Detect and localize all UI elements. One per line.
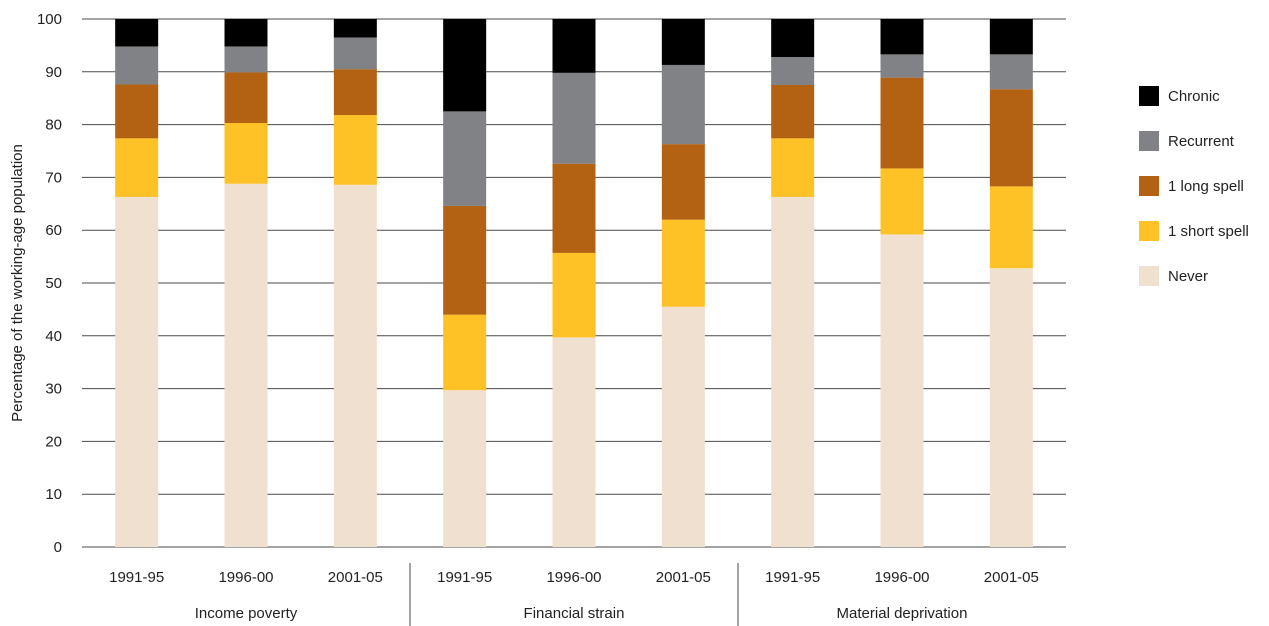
bar-segment <box>661 19 705 65</box>
bar-segment <box>661 219 705 307</box>
legend-label: Chronic <box>1168 88 1220 105</box>
bar-segment <box>552 72 596 164</box>
bar-segment <box>989 268 1033 547</box>
y-tick-label: 0 <box>54 539 62 556</box>
bar-segment <box>771 57 815 85</box>
bar-segment <box>880 234 924 547</box>
x-category-label: 1991-95 <box>437 569 492 586</box>
bar-segment <box>115 196 159 547</box>
group-label: Income poverty <box>195 605 298 622</box>
bar-segment <box>880 77 924 169</box>
bar-segment <box>333 37 377 70</box>
bar-segment <box>661 64 705 145</box>
bar-segment <box>661 144 705 220</box>
x-category-label: 2001-05 <box>984 569 1039 586</box>
legend-swatch <box>1139 176 1159 196</box>
bar-segment <box>333 69 377 116</box>
x-category-label: 2001-05 <box>328 569 383 586</box>
bar-segment <box>443 19 487 112</box>
bar-segment <box>443 205 487 315</box>
bar-segment <box>333 19 377 38</box>
bar-segment <box>224 72 268 124</box>
bar-segment <box>771 85 815 139</box>
bar-segment <box>880 19 924 55</box>
bar-segment <box>552 19 596 73</box>
bar-segment <box>661 306 705 547</box>
bar-segment <box>771 196 815 547</box>
bars <box>115 19 1033 548</box>
legend-swatch <box>1139 86 1159 106</box>
x-category-label: 1996-00 <box>218 569 273 586</box>
bar-segment <box>443 390 487 547</box>
bar-segment <box>333 184 377 548</box>
legend-swatch <box>1139 221 1159 241</box>
y-tick-label: 20 <box>45 433 62 450</box>
legend-label: 1 long spell <box>1168 178 1244 195</box>
x-category-label: 1996-00 <box>874 569 929 586</box>
bar-segment <box>224 183 268 547</box>
legend-swatch <box>1139 266 1159 286</box>
y-tick-label: 80 <box>45 117 62 134</box>
y-tick-label: 30 <box>45 381 62 398</box>
bar-segment <box>115 138 159 197</box>
x-category-label: 1991-95 <box>109 569 164 586</box>
group-label: Material deprivation <box>837 605 968 622</box>
bar-segment <box>552 163 596 253</box>
bar-segment <box>224 123 268 184</box>
y-tick-label: 100 <box>37 11 62 28</box>
bar-segment <box>771 138 815 197</box>
legend-label: Never <box>1168 268 1208 285</box>
bar-segment <box>989 19 1033 55</box>
x-category-label: 2001-05 <box>656 569 711 586</box>
legend-label: 1 short spell <box>1168 223 1249 240</box>
group-label: Financial strain <box>524 605 625 622</box>
legend-label: Recurrent <box>1168 133 1235 150</box>
bar-segment <box>224 46 268 73</box>
y-tick-label: 70 <box>45 169 62 186</box>
bar-segment <box>552 337 596 547</box>
legend-swatch <box>1139 131 1159 151</box>
bar-segment <box>115 84 159 139</box>
bar-segment <box>771 19 815 58</box>
bar-segment <box>989 54 1033 90</box>
bar-segment <box>224 19 268 47</box>
bar-segment <box>333 115 377 185</box>
bar-segment <box>880 54 924 78</box>
x-category-label: 1991-95 <box>765 569 820 586</box>
bar-segment <box>989 186 1033 269</box>
y-tick-label: 90 <box>45 64 62 81</box>
bar-segment <box>443 314 487 391</box>
bar-segment <box>443 111 487 206</box>
bar-segment <box>552 252 596 338</box>
y-tick-label: 50 <box>45 275 62 292</box>
legend: Chronic Recurrent 1 long spell 1 short spel… <box>1139 86 1249 286</box>
y-tick-label: 40 <box>45 328 62 345</box>
bar-segment <box>115 46 159 85</box>
y-axis-title: Percentage of the working-age population <box>9 144 26 422</box>
x-category-label: 1996-00 <box>546 569 601 586</box>
bar-segment <box>989 89 1033 187</box>
y-tick-label: 60 <box>45 222 62 239</box>
y-tick-label: 10 <box>45 486 62 503</box>
bar-segment <box>115 19 159 47</box>
bar-segment <box>880 168 924 235</box>
axes: 0 10 20 30 40 50 60 70 80 90 100 1991-95 1996-00 2001… <box>37 11 1039 626</box>
